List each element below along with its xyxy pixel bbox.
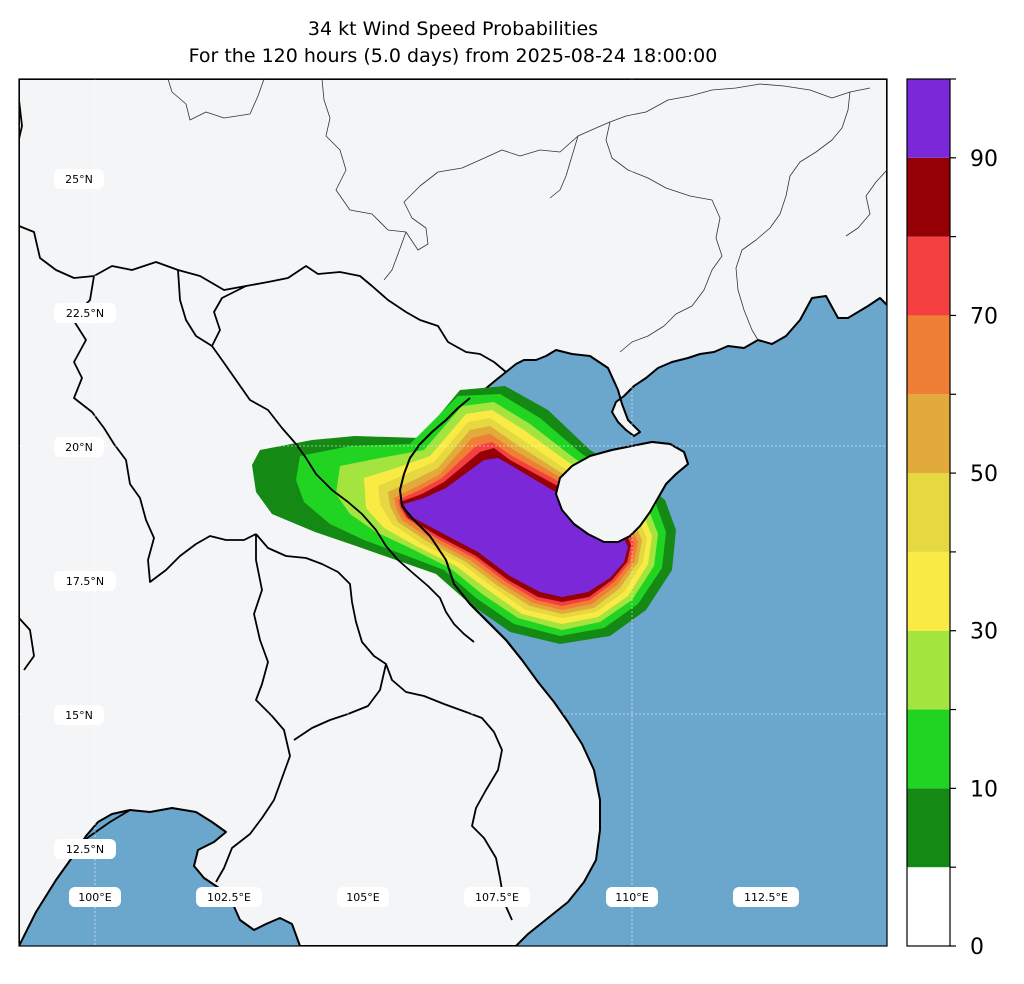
lon-labels: 100°E 102.5°E 105°E 107.5°E 110°E 112.5°… <box>69 887 799 907</box>
lon-label-112-5e: 112.5°E <box>744 891 788 904</box>
colorbar-bin-40-50 <box>907 551 950 631</box>
colorbar-bin-50-60 <box>907 473 950 552</box>
colorbar-tick-label-30: 30 <box>970 620 998 645</box>
country-borders <box>19 99 513 921</box>
lat-label-20n: 20°N <box>65 441 93 454</box>
chart-title-line2: For the 120 hours (5.0 days) from 2025-0… <box>188 45 718 67</box>
lon-label-100e: 100°E <box>78 891 111 904</box>
colorbar-tick-label-0: 0 <box>970 935 984 960</box>
lat-labels: 25°N 22.5°N 20°N 17.5°N 15°N 12.5°N <box>54 169 116 859</box>
colorbar-bin-10-20 <box>907 788 950 868</box>
colorbar-bin-95-100 <box>907 79 950 158</box>
colorbar-bin-80-90 <box>907 236 950 316</box>
lat-label-17-5n: 17.5°N <box>66 575 104 588</box>
coastline-overlay <box>399 397 523 661</box>
map-area: 25°N 22.5°N 20°N 17.5°N 15°N 12.5°N 100°… <box>19 79 887 946</box>
province-borders <box>167 79 887 353</box>
lat-label-15n: 15°N <box>65 709 93 722</box>
colorbar-tick-label-10: 10 <box>970 777 998 802</box>
gridlines <box>19 79 887 946</box>
colorbar-bin-60-70 <box>907 394 950 474</box>
chart-title-line1: 34 kt Wind Speed Probabilities <box>307 18 599 40</box>
colorbar: 0 10 30 50 70 90 <box>906 78 998 960</box>
colorbar-frame <box>906 78 951 947</box>
colorbar-tick-label-90: 90 <box>970 147 998 172</box>
wind-probability-contours <box>252 386 689 661</box>
lon-label-102-5e: 102.5°E <box>207 891 251 904</box>
lat-label-22-5n: 22.5°N <box>66 307 104 320</box>
lon-label-105e: 105°E <box>346 891 379 904</box>
colorbar-tick-label-70: 70 <box>970 304 998 329</box>
colorbar-bin-70-80 <box>907 315 950 395</box>
colorbar-tick-label-50: 50 <box>970 462 998 487</box>
lon-label-107-5e: 107.5°E <box>475 891 519 904</box>
prob-band-95 <box>404 458 628 597</box>
colorbar-bin-30-40 <box>907 630 950 710</box>
lat-label-25n: 25°N <box>65 173 93 186</box>
lat-label-12-5n: 12.5°N <box>66 843 104 856</box>
colorbar-bin-90-95 <box>907 157 950 237</box>
hainan-island-overlay <box>555 441 689 543</box>
colorbar-bin-20-30 <box>907 709 950 789</box>
lon-label-110e: 110°E <box>615 891 648 904</box>
map-frame <box>18 78 888 947</box>
colorbar-bin-0-10 <box>907 867 950 946</box>
